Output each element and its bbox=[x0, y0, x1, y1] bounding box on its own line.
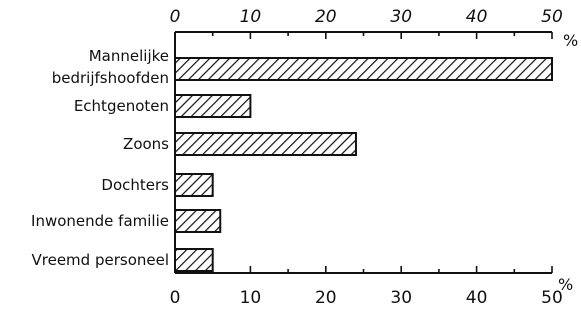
bar bbox=[174, 132, 357, 156]
category-label: Dochters bbox=[101, 176, 169, 194]
top-tick-label: 20 bbox=[315, 7, 337, 27]
top-tick-label: 0 bbox=[170, 7, 181, 27]
category-label: Mannelijke bbox=[89, 47, 169, 65]
bottom-tick-label: 30 bbox=[390, 288, 412, 308]
top-tick-label: 50 bbox=[541, 7, 563, 27]
top-unit-label: % bbox=[563, 31, 578, 50]
category-label: bedrijfshoofden bbox=[52, 69, 169, 87]
category-label: Zoons bbox=[123, 135, 169, 153]
category-label: Echtgenoten bbox=[74, 97, 169, 115]
bar bbox=[174, 57, 553, 81]
category-label: Vreemd personeel bbox=[32, 251, 170, 269]
bar bbox=[174, 209, 222, 233]
bottom-unit-label: % bbox=[558, 275, 573, 294]
bottom-tick-label: 10 bbox=[240, 288, 262, 308]
chart-labels: 0 0 10 10 20 20 30 30 40 40 50 50%% Mannelijke bedrij… bbox=[31, 7, 578, 308]
top-tick-label: 30 bbox=[390, 7, 412, 27]
bottom-tick-label: 50 bbox=[541, 288, 563, 308]
chart-bars bbox=[174, 57, 553, 272]
top-tick-label: 40 bbox=[466, 7, 488, 27]
bottom-tick-label: 0 bbox=[170, 288, 181, 308]
bar bbox=[174, 248, 214, 272]
top-tick-label: 10 bbox=[240, 7, 262, 27]
bar bbox=[174, 94, 252, 118]
category-label: Inwonende familie bbox=[31, 212, 169, 230]
bottom-tick-label: 40 bbox=[466, 288, 488, 308]
bar bbox=[174, 173, 214, 197]
bottom-tick-label: 20 bbox=[315, 288, 337, 308]
